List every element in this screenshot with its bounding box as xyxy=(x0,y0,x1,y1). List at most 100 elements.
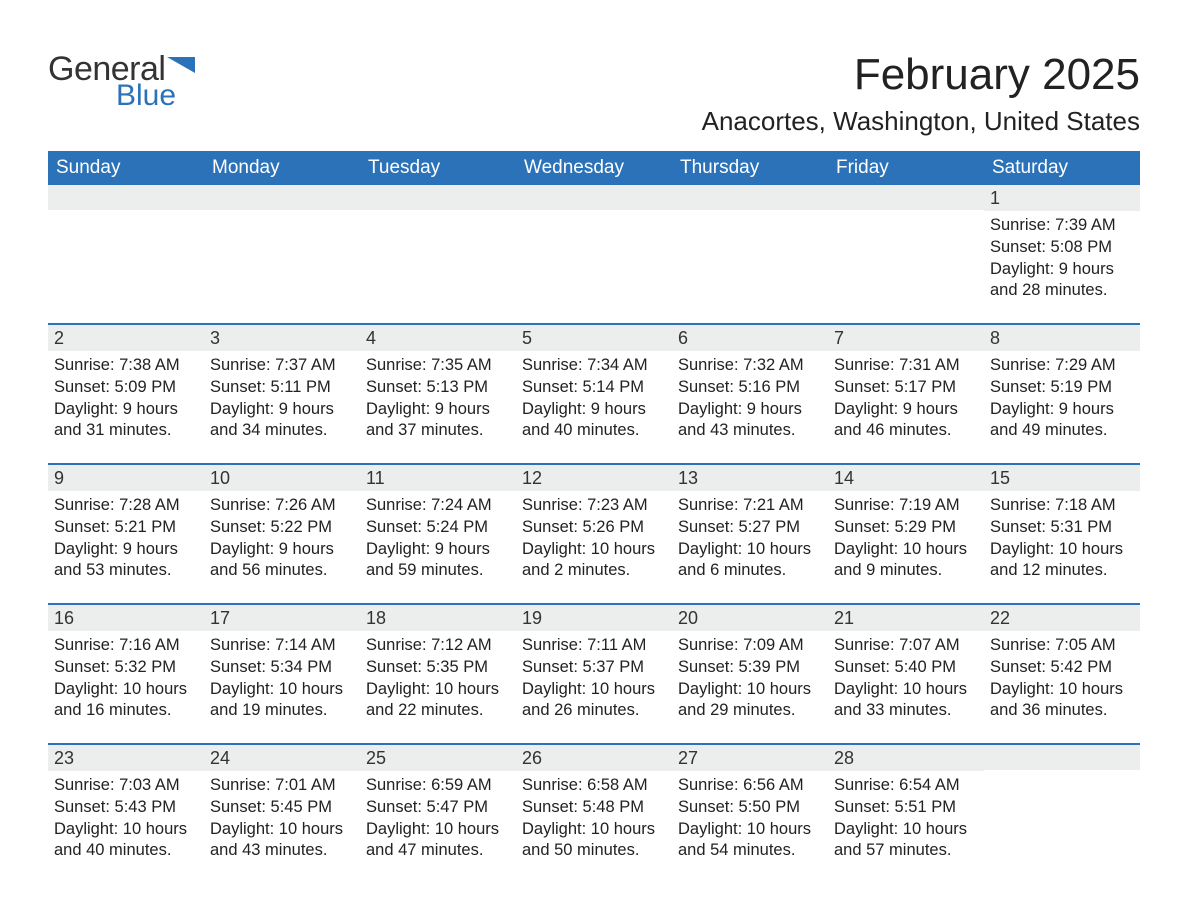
day-body: Sunrise: 6:58 AMSunset: 5:48 PMDaylight:… xyxy=(516,771,672,871)
daylight-text: Daylight: 10 hours and 40 minutes. xyxy=(54,819,198,863)
sunrise-text: Sunrise: 6:58 AM xyxy=(522,775,666,797)
day-cell: 28Sunrise: 6:54 AMSunset: 5:51 PMDayligh… xyxy=(828,745,984,871)
daylight-text: Daylight: 10 hours and 57 minutes. xyxy=(834,819,978,863)
daylight-text: Daylight: 9 hours and 49 minutes. xyxy=(990,399,1134,443)
weekday-saturday: Saturday xyxy=(984,151,1140,185)
day-number: 8 xyxy=(984,325,1140,351)
sunset-text: Sunset: 5:51 PM xyxy=(834,797,978,819)
day-cell xyxy=(828,185,984,311)
day-body: Sunrise: 6:56 AMSunset: 5:50 PMDaylight:… xyxy=(672,771,828,871)
sunset-text: Sunset: 5:29 PM xyxy=(834,517,978,539)
day-number: 20 xyxy=(672,605,828,631)
sunrise-text: Sunrise: 7:03 AM xyxy=(54,775,198,797)
day-body xyxy=(204,210,360,310)
day-cell: 17Sunrise: 7:14 AMSunset: 5:34 PMDayligh… xyxy=(204,605,360,731)
sunrise-text: Sunrise: 7:14 AM xyxy=(210,635,354,657)
day-cell: 25Sunrise: 6:59 AMSunset: 5:47 PMDayligh… xyxy=(360,745,516,871)
day-body: Sunrise: 7:07 AMSunset: 5:40 PMDaylight:… xyxy=(828,631,984,731)
day-number: 26 xyxy=(516,745,672,771)
daylight-text: Daylight: 10 hours and 12 minutes. xyxy=(990,539,1134,583)
sunset-text: Sunset: 5:24 PM xyxy=(366,517,510,539)
sunset-text: Sunset: 5:11 PM xyxy=(210,377,354,399)
sunset-text: Sunset: 5:32 PM xyxy=(54,657,198,679)
day-cell: 14Sunrise: 7:19 AMSunset: 5:29 PMDayligh… xyxy=(828,465,984,591)
header: General Blue February 2025 Anacortes, Wa… xyxy=(48,50,1140,137)
daylight-text: Daylight: 9 hours and 56 minutes. xyxy=(210,539,354,583)
sunset-text: Sunset: 5:22 PM xyxy=(210,517,354,539)
sunrise-text: Sunrise: 7:34 AM xyxy=(522,355,666,377)
day-number: 4 xyxy=(360,325,516,351)
day-number: 3 xyxy=(204,325,360,351)
weeks-container: 1 Sunrise: 7:39 AMSunset: 5:08 PM Daylight… xyxy=(48,185,1140,871)
sunrise-text: Sunrise: 7:21 AM xyxy=(678,495,822,517)
day-cell xyxy=(516,185,672,311)
day-body: Sunrise: 7:11 AMSunset: 5:37 PMDaylight:… xyxy=(516,631,672,731)
day-body xyxy=(828,210,984,310)
day-number: 14 xyxy=(828,465,984,491)
sunrise-text: Sunrise: 7:19 AM xyxy=(834,495,978,517)
day-cell: 9Sunrise: 7:28 AMSunset: 5:21 PMDaylight… xyxy=(48,465,204,591)
day-body xyxy=(672,210,828,310)
day-cell: 21Sunrise: 7:07 AMSunset: 5:40 PMDayligh… xyxy=(828,605,984,731)
sunset-text: Sunset: 5:42 PM xyxy=(990,657,1134,679)
day-body: Sunrise: 7:19 AMSunset: 5:29 PMDaylight:… xyxy=(828,491,984,591)
day-number: 11 xyxy=(360,465,516,491)
sunset-text: Sunset: 5:50 PM xyxy=(678,797,822,819)
sunrise-text: Sunrise: 7:24 AM xyxy=(366,495,510,517)
sunset-text: Sunset: 5:21 PM xyxy=(54,517,198,539)
daylight-text: Daylight: 10 hours and 22 minutes. xyxy=(366,679,510,723)
day-number: 25 xyxy=(360,745,516,771)
day-body xyxy=(516,210,672,310)
sunset-text: Sunset: 5:08 PM xyxy=(990,237,1134,259)
sunset-text: Sunset: 5:37 PM xyxy=(522,657,666,679)
daylight-text: Daylight: 10 hours and 54 minutes. xyxy=(678,819,822,863)
week-row: 9Sunrise: 7:28 AMSunset: 5:21 PMDaylight… xyxy=(48,463,1140,591)
sunrise-text: Sunrise: 7:39 AM xyxy=(990,215,1134,237)
day-number: 10 xyxy=(204,465,360,491)
weekday-header: Sunday Monday Tuesday Wednesday Thursday… xyxy=(48,151,1140,185)
day-cell: 15Sunrise: 7:18 AMSunset: 5:31 PMDayligh… xyxy=(984,465,1140,591)
day-body: Sunrise: 7:28 AMSunset: 5:21 PMDaylight:… xyxy=(48,491,204,591)
daylight-text: Daylight: 10 hours and 9 minutes. xyxy=(834,539,978,583)
day-body: Sunrise: 7:21 AMSunset: 5:27 PMDaylight:… xyxy=(672,491,828,591)
day-cell: 22Sunrise: 7:05 AMSunset: 5:42 PMDayligh… xyxy=(984,605,1140,731)
daylight-text: Daylight: 10 hours and 50 minutes. xyxy=(522,819,666,863)
week-row: 1Sunrise: 7:39 AMSunset: 5:08 PMDaylight… xyxy=(48,185,1140,311)
day-number: 27 xyxy=(672,745,828,771)
daylight-text: Daylight: 9 hours and 37 minutes. xyxy=(366,399,510,443)
sunrise-text: Sunrise: 7:35 AM xyxy=(366,355,510,377)
day-number: 17 xyxy=(204,605,360,631)
daylight-text: Daylight: 9 hours and 31 minutes. xyxy=(54,399,198,443)
day-body: Sunrise: 7:05 AMSunset: 5:42 PMDaylight:… xyxy=(984,631,1140,731)
daylight-text: Daylight: 10 hours and 26 minutes. xyxy=(522,679,666,723)
sunset-text: Sunset: 5:27 PM xyxy=(678,517,822,539)
daylight-text: Daylight: 9 hours and 43 minutes. xyxy=(678,399,822,443)
day-cell: 12Sunrise: 7:23 AMSunset: 5:26 PMDayligh… xyxy=(516,465,672,591)
sunset-text: Sunset: 5:35 PM xyxy=(366,657,510,679)
day-number xyxy=(984,745,1140,770)
daylight-text: Daylight: 10 hours and 43 minutes. xyxy=(210,819,354,863)
daylight-text: Daylight: 10 hours and 36 minutes. xyxy=(990,679,1134,723)
day-cell: 20Sunrise: 7:09 AMSunset: 5:39 PMDayligh… xyxy=(672,605,828,731)
daylight-text: Daylight: 9 hours and 34 minutes. xyxy=(210,399,354,443)
day-cell xyxy=(984,745,1140,871)
sunrise-text: Sunrise: 7:18 AM xyxy=(990,495,1134,517)
day-number: 22 xyxy=(984,605,1140,631)
day-number: 12 xyxy=(516,465,672,491)
daylight-text: Daylight: 10 hours and 33 minutes. xyxy=(834,679,978,723)
sunrise-text: Sunrise: 7:09 AM xyxy=(678,635,822,657)
day-number: 1 xyxy=(984,185,1140,211)
day-cell: 13Sunrise: 7:21 AMSunset: 5:27 PMDayligh… xyxy=(672,465,828,591)
weekday-friday: Friday xyxy=(828,151,984,185)
day-cell xyxy=(672,185,828,311)
day-cell: 1Sunrise: 7:39 AMSunset: 5:08 PMDaylight… xyxy=(984,185,1140,311)
day-body: Sunrise: 7:01 AMSunset: 5:45 PMDaylight:… xyxy=(204,771,360,871)
sunset-text: Sunset: 5:13 PM xyxy=(366,377,510,399)
day-cell: 26Sunrise: 6:58 AMSunset: 5:48 PMDayligh… xyxy=(516,745,672,871)
day-body: Sunrise: 7:18 AMSunset: 5:31 PMDaylight:… xyxy=(984,491,1140,591)
day-number xyxy=(828,185,984,210)
day-body: Sunrise: 7:03 AMSunset: 5:43 PMDaylight:… xyxy=(48,771,204,871)
day-number: 2 xyxy=(48,325,204,351)
sunset-text: Sunset: 5:17 PM xyxy=(834,377,978,399)
day-cell: 5Sunrise: 7:34 AMSunset: 5:14 PMDaylight… xyxy=(516,325,672,451)
